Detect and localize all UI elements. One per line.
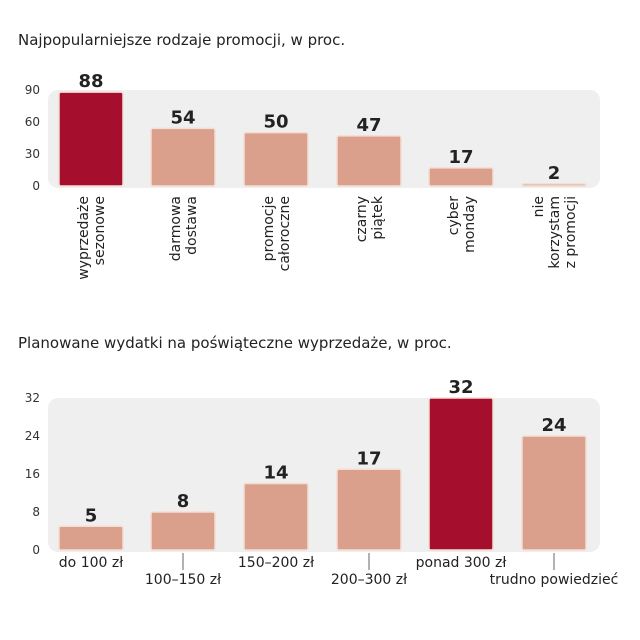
category-label-line: dostawa (184, 196, 200, 255)
value-label: 32 (448, 377, 473, 398)
category-label: niekorzystamz promocji (531, 196, 579, 269)
y-tick-label: 0 (32, 179, 40, 193)
bar (428, 167, 494, 187)
bar (428, 397, 494, 551)
category-label-line: darmowa (168, 196, 184, 261)
y-tick-label: 8 (32, 505, 40, 519)
y-tick-label: 32 (25, 391, 40, 405)
value-label: 24 (541, 415, 566, 436)
y-tick-label: 0 (32, 543, 40, 557)
category-label-line: wyprzedaże (76, 196, 92, 280)
value-label: 14 (263, 463, 288, 484)
y-tick-label: 24 (25, 429, 40, 443)
category-label-line: sezonowe (92, 196, 108, 265)
category-label: wyprzedażesezonowe (76, 196, 108, 280)
y-tick-label: 30 (25, 147, 40, 161)
category-label-line: czarny (354, 196, 370, 242)
category-label-line: korzystam (547, 196, 563, 269)
y-tick-label: 16 (25, 467, 40, 481)
category-label-line: piątek (370, 195, 386, 239)
category-label: trudno powiedzieć (490, 572, 619, 588)
bar (521, 435, 587, 551)
bar (521, 183, 587, 187)
value-label: 50 (263, 112, 288, 133)
chart-title: Najpopularniejsze rodzaje promocji, w pr… (18, 31, 345, 49)
category-label-line: z promocji (563, 196, 579, 268)
category-label-line: cyber (446, 196, 462, 235)
value-label: 5 (85, 505, 98, 526)
value-label: 17 (356, 448, 381, 469)
category-label: 100–150 zł (145, 572, 221, 588)
category-label: 150–200 zł (238, 555, 314, 571)
bar (150, 511, 216, 551)
y-tick-label: 60 (25, 115, 40, 129)
category-label: darmowadostawa (168, 196, 200, 261)
value-label: 88 (78, 71, 103, 92)
value-label: 17 (448, 147, 473, 168)
bar (58, 91, 124, 187)
plot-background (48, 398, 600, 552)
category-label: do 100 zł (59, 555, 123, 571)
chart-title: Planowane wydatki na poświąteczne wyprze… (18, 334, 452, 352)
category-label: czarnypiątek (354, 195, 386, 242)
bar (150, 127, 216, 187)
value-label: 2 (548, 163, 561, 184)
bar (243, 131, 309, 187)
category-label: ponad 300 zł (416, 555, 507, 571)
bar (336, 135, 402, 187)
y-tick-label: 90 (25, 83, 40, 97)
value-label: 8 (177, 491, 190, 512)
category-label: promocjecałoroczne (261, 196, 293, 271)
category-label: 200–300 zł (331, 572, 407, 588)
bar (58, 525, 124, 551)
category-label-line: promocje (261, 196, 277, 261)
category-label-line: całoroczne (277, 196, 293, 271)
category-label: cybermonday (446, 196, 478, 253)
category-label-line: nie (531, 196, 547, 217)
bar (243, 482, 309, 551)
bar (336, 468, 402, 551)
plot-background (48, 90, 600, 188)
category-label-line: monday (462, 196, 478, 253)
value-label: 47 (356, 115, 381, 136)
value-label: 54 (170, 107, 195, 128)
